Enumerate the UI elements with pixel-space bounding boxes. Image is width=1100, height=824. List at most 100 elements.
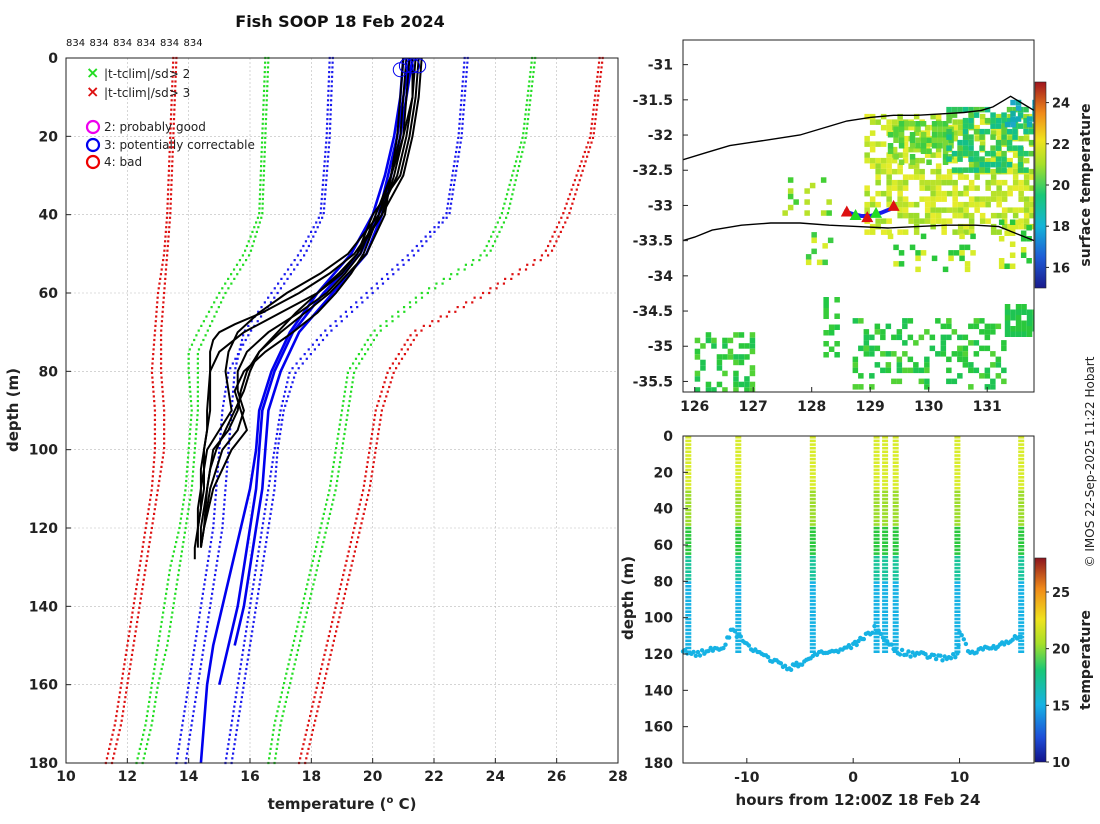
cast-sample (809, 592, 816, 595)
sst-pixel (1004, 121, 1011, 128)
climatology-dot (597, 61, 601, 64)
climatology-dot (320, 522, 323, 525)
climatology-dot (415, 244, 418, 248)
sst-pixel (942, 121, 949, 127)
climatology-dot (209, 545, 212, 548)
climatology-dot (170, 103, 173, 107)
sst-pixel (935, 185, 942, 191)
sst-pixel (995, 362, 1002, 368)
sst-pixel (869, 384, 875, 390)
climatology-dot (181, 508, 184, 511)
climatology-dot (216, 559, 219, 562)
sst-pixel (995, 323, 1002, 330)
climatology-dot (331, 503, 334, 506)
climatology-dot (223, 498, 226, 501)
climatology-dot (307, 348, 310, 351)
climatology-dot (365, 498, 369, 501)
climatology-dot (138, 602, 142, 605)
climatology-dot (148, 733, 151, 736)
cast-sample (685, 635, 692, 639)
climatology-dot (550, 249, 554, 252)
climatology-dot (327, 663, 330, 666)
climatology-dot (299, 357, 302, 360)
climatology-dot (185, 752, 189, 755)
cast-sample (735, 548, 742, 552)
sst-pixel (931, 255, 938, 262)
sst-pixel (1006, 128, 1013, 135)
cast-sample (873, 446, 880, 450)
climatology-dot (202, 588, 205, 591)
sst-pixel (984, 373, 991, 379)
climatology-dot (196, 381, 199, 384)
cast-sample (685, 523, 692, 526)
sst-pixel (749, 348, 756, 355)
climatology-dot (527, 113, 530, 116)
climatology-dot (265, 103, 268, 107)
cast-sample (882, 588, 889, 592)
sst-pixel (1021, 326, 1027, 332)
climatology-dot (460, 99, 463, 102)
climatology-dot (471, 301, 474, 304)
sst-pixel (913, 201, 920, 208)
x-tick-label: 28 (608, 769, 627, 785)
climatology-dot (343, 592, 347, 595)
climatology-dot (459, 108, 462, 111)
climatology-dot (318, 221, 322, 224)
climatology-dot (221, 287, 224, 290)
climatology-dot (242, 343, 245, 346)
climatology-dot (233, 705, 236, 708)
climatology-dot (150, 724, 153, 727)
climatology-dot (152, 395, 155, 398)
sst-pixel (874, 345, 881, 352)
climatology-dot (153, 409, 157, 412)
climatology-dot (402, 263, 405, 266)
sst-pixel (738, 359, 745, 366)
climatology-dot (572, 197, 575, 201)
climatology-dot (316, 564, 319, 567)
climatology-dot (226, 461, 229, 464)
sst-pixel (1023, 167, 1029, 173)
climatology-dot (262, 94, 265, 97)
sst-pixel (973, 340, 980, 346)
climatology-dot (315, 221, 318, 224)
cast-sample (954, 570, 961, 573)
climatology-dot (195, 423, 198, 426)
climatology-dot (170, 183, 173, 186)
climatology-dot (215, 296, 218, 299)
sst-pixel (869, 196, 876, 202)
climatology-dot (109, 743, 112, 746)
climatology-dot (120, 682, 123, 685)
climatology-dot (244, 338, 247, 342)
climatology-dot (532, 71, 535, 74)
climatology-dot (135, 625, 138, 628)
sst-pixel (973, 351, 980, 357)
climatology-dot (262, 89, 266, 92)
climatology-dot (167, 635, 170, 638)
sst-pixel (935, 318, 941, 324)
climatology-dot (361, 489, 365, 492)
climatology-dot (153, 705, 156, 708)
climatology-dot (330, 75, 334, 78)
climatology-dot (291, 672, 294, 675)
climatology-dot (546, 244, 550, 248)
cast-sample (735, 523, 742, 526)
sst-pixel (874, 323, 881, 330)
sst-pixel (952, 185, 958, 191)
sst-pixel (930, 207, 936, 213)
sst-pixel (931, 121, 938, 127)
sst-pixel (952, 130, 958, 136)
sst-pixel (937, 137, 943, 143)
sst-pixel (749, 332, 756, 338)
climatology-dot (289, 682, 292, 685)
cast-sample (882, 548, 889, 552)
climatology-dot (124, 696, 127, 699)
climatology-dot (147, 508, 150, 511)
climatology-dot (314, 719, 317, 722)
cast-sample (892, 534, 899, 537)
climatology-dot (518, 268, 521, 271)
sst-pixel (880, 218, 887, 224)
coastline-south (683, 222, 1034, 242)
climatology-dot (133, 597, 136, 600)
climatology-dot (385, 324, 388, 327)
cast-sample (685, 512, 692, 515)
